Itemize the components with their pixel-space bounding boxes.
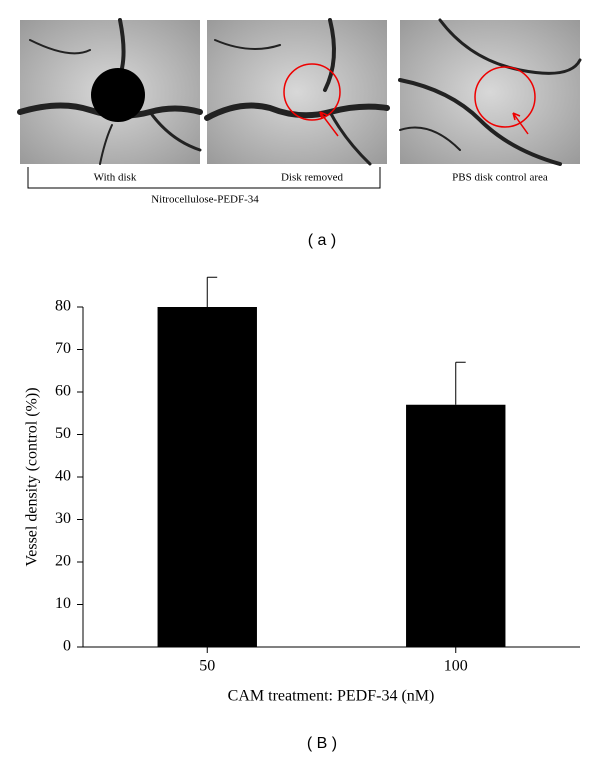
x-tick-label: 100 bbox=[444, 658, 468, 675]
x-axis-label: CAM treatment: PEDF-34 (nM) bbox=[228, 688, 435, 705]
y-tick-label: 50 bbox=[55, 425, 71, 442]
y-tick-label: 0 bbox=[63, 638, 71, 655]
photo-with-disk bbox=[17, 18, 203, 165]
y-tick-label: 60 bbox=[55, 383, 71, 400]
group-bracket bbox=[27, 167, 381, 189]
y-tick-label: 30 bbox=[55, 510, 71, 527]
y-tick-label: 10 bbox=[55, 595, 71, 612]
panel-label: ( B ) bbox=[307, 735, 337, 752]
bar bbox=[406, 404, 506, 647]
y-tick-label: 40 bbox=[55, 468, 71, 485]
photo-caption: PBS disk control area bbox=[452, 172, 548, 184]
bar bbox=[157, 307, 257, 647]
y-tick-label: 80 bbox=[55, 298, 71, 315]
group-label: Nitrocellulose-PEDF-34 bbox=[151, 194, 259, 206]
photo-caption: With disk bbox=[94, 172, 137, 184]
y-axis-label: Vessel density (control (%)) bbox=[24, 387, 41, 566]
photo-caption: Disk removed bbox=[281, 172, 344, 184]
photo-disk-removed bbox=[204, 18, 390, 166]
panel-label: ( a ) bbox=[308, 232, 336, 249]
photo-pbs-control bbox=[398, 18, 582, 166]
y-tick-label: 70 bbox=[55, 340, 71, 357]
y-tick-label: 20 bbox=[55, 553, 71, 570]
x-tick-label: 50 bbox=[199, 658, 215, 675]
